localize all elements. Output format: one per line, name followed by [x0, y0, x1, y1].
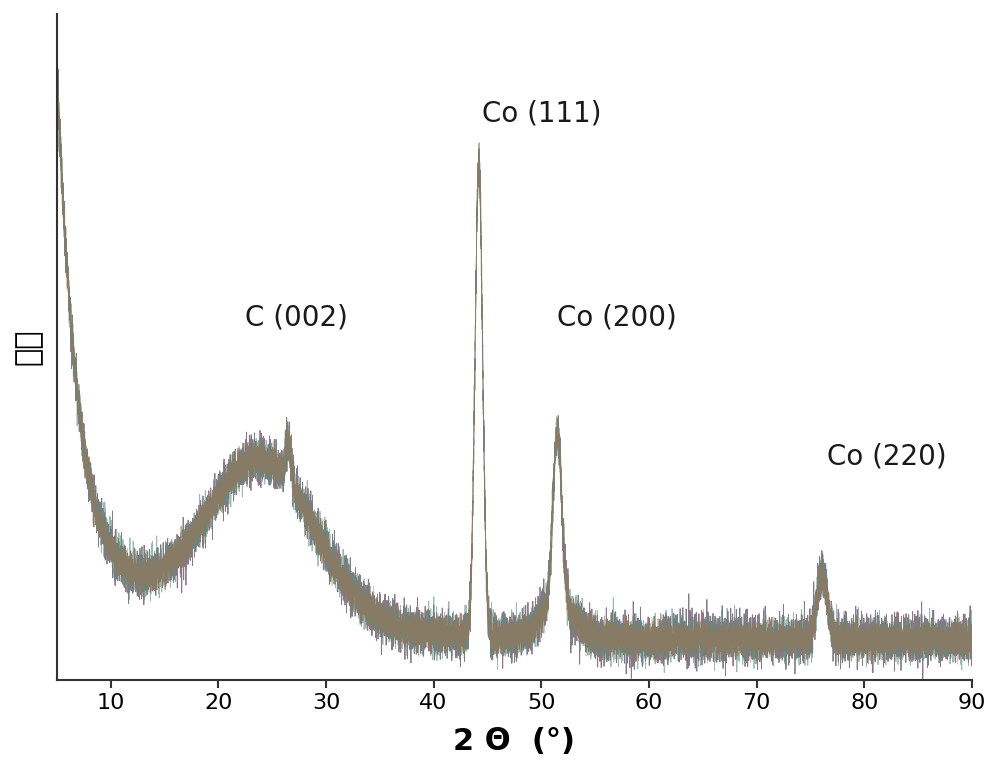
Text: Co (200): Co (200)	[557, 303, 677, 332]
Text: C (002): C (002)	[245, 303, 348, 332]
X-axis label: 2 Θ  (°): 2 Θ (°)	[453, 727, 575, 756]
Y-axis label: 强度: 强度	[14, 329, 43, 365]
Text: Co (220): Co (220)	[827, 442, 946, 470]
Text: Co (111): Co (111)	[482, 100, 602, 128]
